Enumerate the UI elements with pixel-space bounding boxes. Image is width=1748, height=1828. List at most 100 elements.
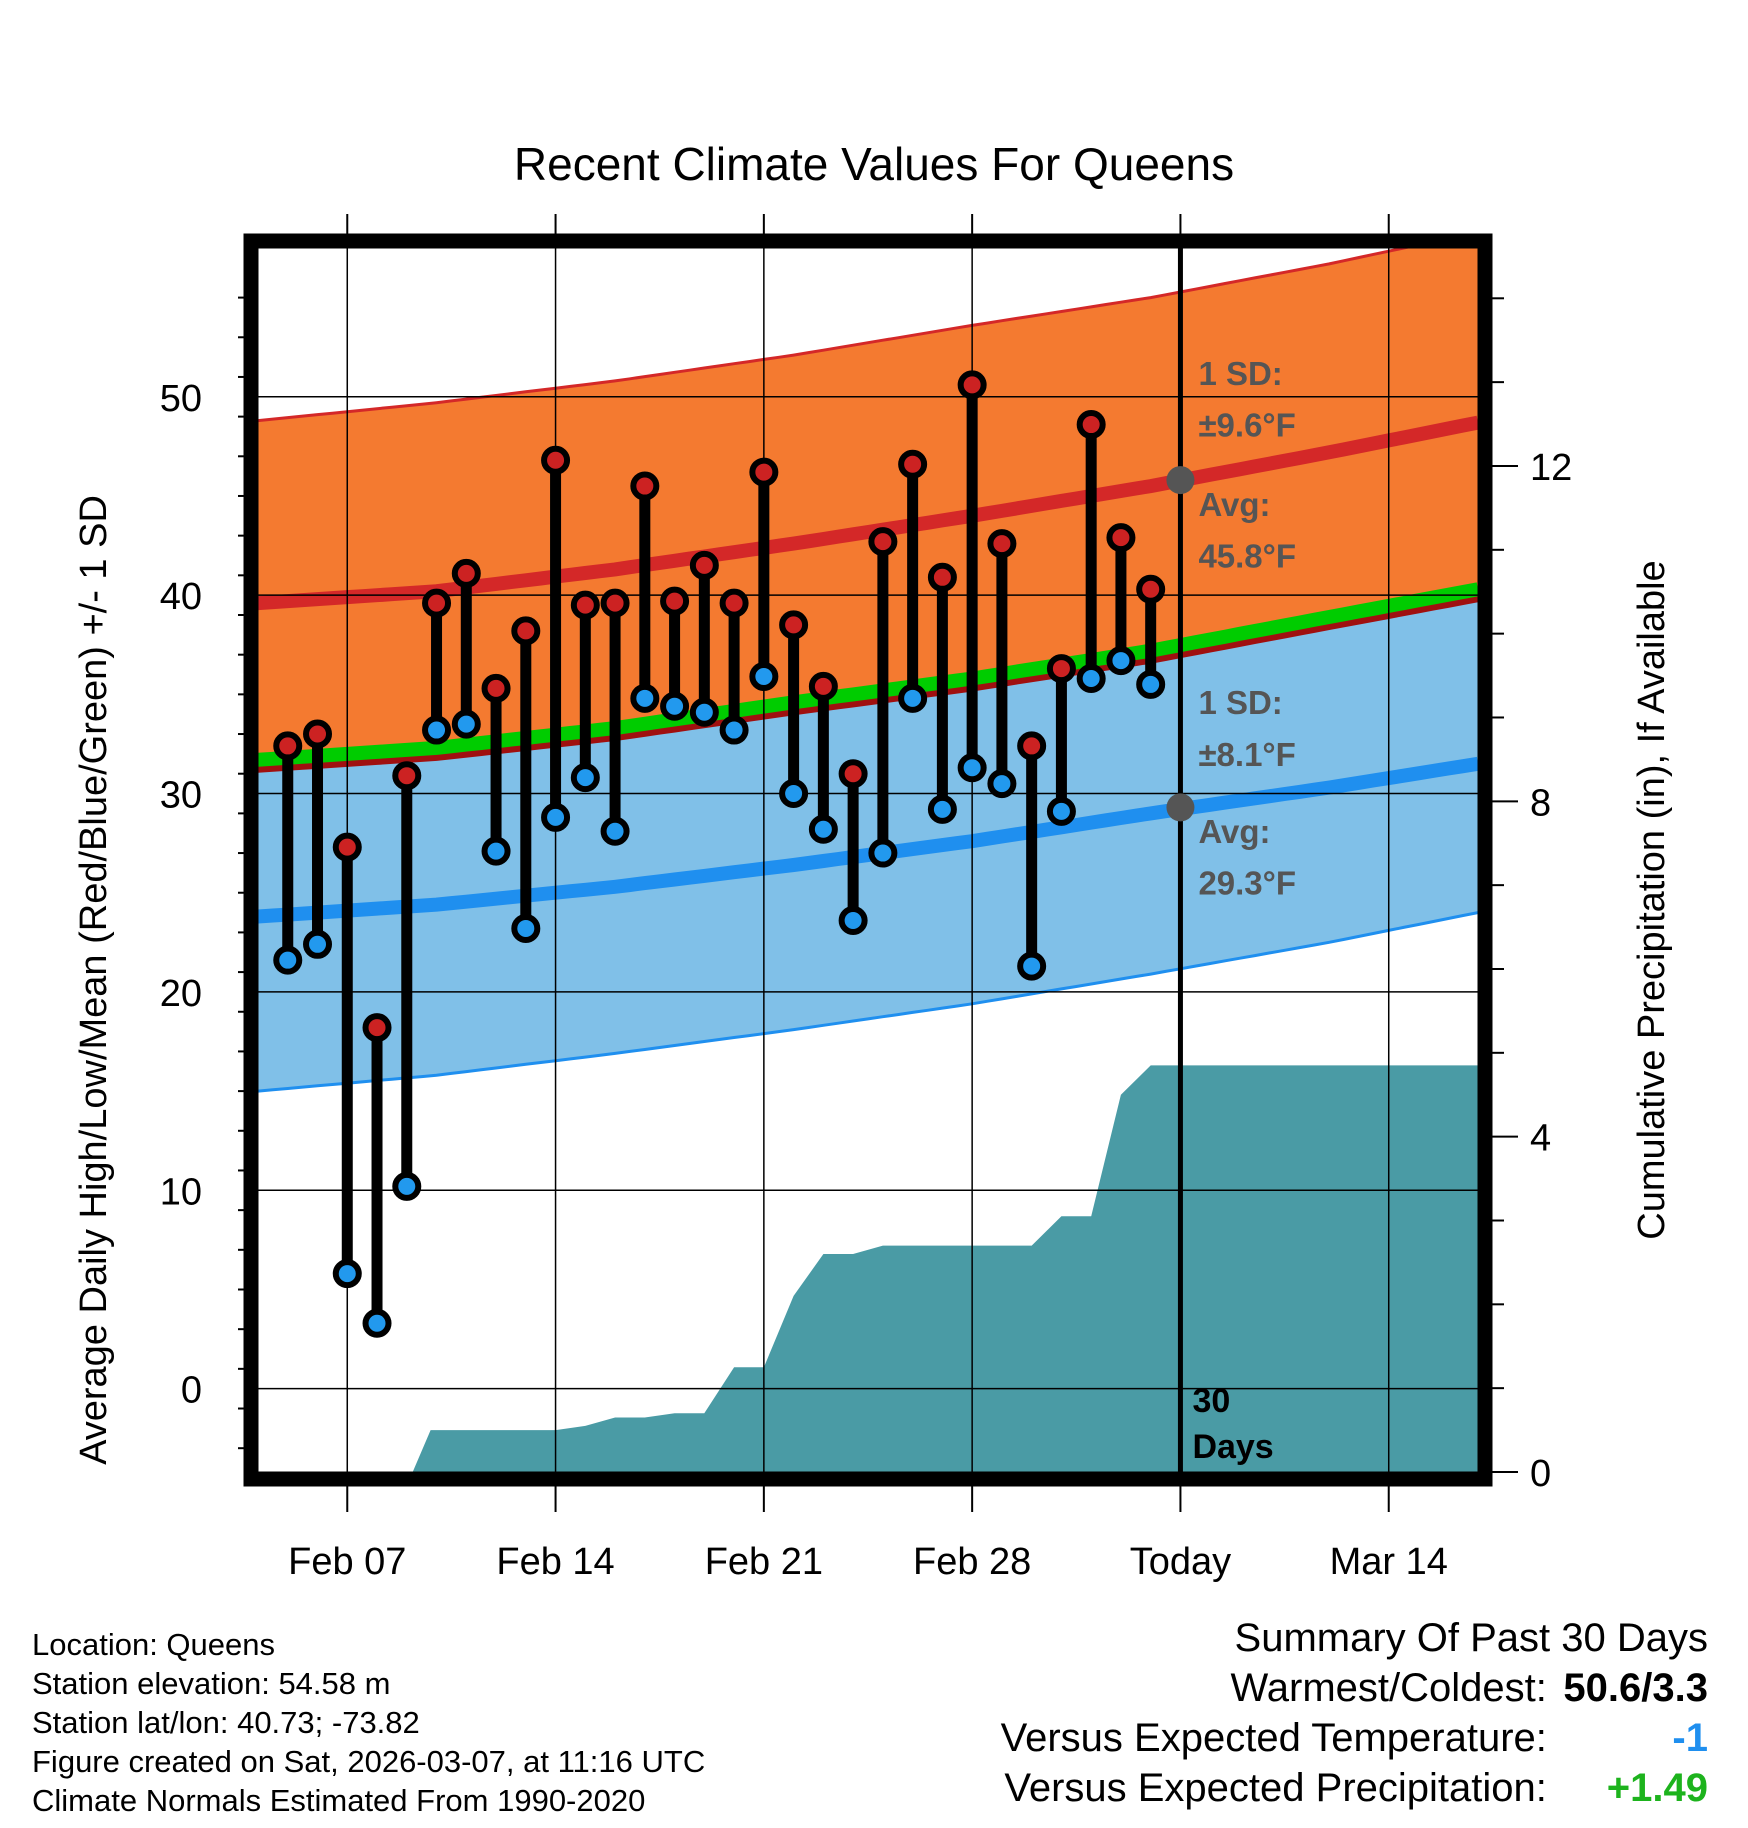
high-dot-27 [1046, 654, 1076, 684]
low-dot-3 [332, 1259, 362, 1289]
plot-frame [243, 233, 1493, 1487]
y-tick-label-0: 0 [181, 1370, 202, 1412]
low-dot-28 [1076, 663, 1106, 693]
high-dot-11 [570, 590, 600, 620]
high-dot-20 [838, 759, 868, 789]
x-tick-label-3: Feb 28 [913, 1541, 1031, 1583]
elevation-text: Station elevation: 54.58 m [32, 1666, 391, 1701]
high-avg-label: Avg: [1198, 486, 1270, 523]
low-dot-20 [838, 906, 868, 936]
summary-precip: Versus Expected Precipitation: +1.49 [1001, 1763, 1708, 1813]
warm-cold-label: Warmest/Coldest: [1230, 1666, 1547, 1710]
low-dot-19 [808, 814, 838, 844]
created-text: Figure created on Sat, 2026-03-07, at 11… [32, 1744, 706, 1779]
temp-value: -1 [1672, 1716, 1708, 1760]
low-dot-26 [1017, 951, 1047, 981]
high-dot-2 [303, 719, 333, 749]
days-label-number: 30 [1192, 1382, 1230, 1420]
low-dot-16 [719, 715, 749, 745]
y2-tick-label-4: 4 [1530, 1118, 1551, 1160]
x-tick-label-0: Feb 07 [288, 1541, 406, 1583]
low-dot-15 [689, 697, 719, 727]
y-tick-label-20: 20 [160, 973, 202, 1015]
today-low-avg-marker [1166, 793, 1195, 822]
high-dot-6 [422, 588, 452, 618]
low-dot-24 [957, 753, 987, 783]
today-high-avg-marker [1166, 466, 1195, 495]
high-dot-18 [779, 610, 809, 640]
low-dot-27 [1046, 796, 1076, 826]
low-dot-12 [600, 816, 630, 846]
high-dot-29 [1106, 523, 1136, 553]
warm-cold-value: 50.6/3.3 [1563, 1666, 1708, 1710]
high-dot-7 [451, 558, 481, 588]
low-dot-25 [987, 769, 1017, 799]
high-dot-25 [987, 529, 1017, 559]
high-sd-band [258, 248, 1478, 760]
high-dot-16 [719, 588, 749, 618]
low-dot-21 [868, 838, 898, 868]
x-tick-label-2: Feb 21 [705, 1541, 823, 1583]
high-dot-9 [511, 616, 541, 646]
low-dot-1 [273, 945, 303, 975]
y2-tick-label-0: 0 [1530, 1453, 1551, 1495]
low-dot-22 [898, 683, 928, 713]
high-dot-28 [1076, 410, 1106, 440]
low-lower-line [258, 911, 1478, 1093]
x-tick-label-1: Feb 14 [496, 1541, 614, 1583]
climate-chart: 1 SD: ±9.6°F Avg: 45.8°F 1 SD: ±8.1°F Avg: 29.3… [73, 138, 1673, 1600]
normal-mean-line [258, 582, 1478, 767]
y2-axis-label: Cumulative Precipitation (in), If Availa… [1631, 560, 1673, 1239]
normal-low-line [258, 756, 1478, 924]
low-dot-10 [541, 802, 571, 832]
high-upper-line [258, 248, 1411, 423]
low-dot-7 [451, 709, 481, 739]
temp-label: Versus Expected Temperature: [1000, 1716, 1547, 1760]
high-dot-13 [630, 471, 660, 501]
y2-tick-label-12: 12 [1530, 447, 1572, 489]
low-dot-8 [481, 836, 511, 866]
high-dot-3 [332, 832, 362, 862]
plot-area: 1 SD: ±9.6°F Avg: 45.8°F 1 SD: ±8.1°F Avg: 29.3… [258, 248, 1478, 1472]
high-dot-23 [927, 562, 957, 592]
high-dot-22 [898, 449, 928, 479]
high-dot-12 [600, 588, 630, 618]
low-sd-label: 1 SD: [1198, 684, 1282, 721]
low-dot-6 [422, 715, 452, 745]
low-dot-13 [630, 683, 660, 713]
low-dot-18 [779, 779, 809, 809]
summary-panel: Summary Of Past 30 Days Warmest/Coldest:… [1001, 1613, 1708, 1813]
summary-title: Summary Of Past 30 Days [1234, 1616, 1708, 1660]
precip-value: +1.49 [1606, 1766, 1708, 1810]
high-sd-label: 1 SD: [1198, 355, 1282, 392]
low-sd-band [258, 589, 1478, 1092]
left-ticks [238, 296, 244, 1450]
high-dot-14 [660, 586, 690, 616]
normal-mean-shadow [258, 592, 1478, 773]
bottom-ticks [346, 1486, 1390, 1512]
low-dot-4 [362, 1308, 392, 1338]
high-dot-8 [481, 673, 511, 703]
high-dot-24 [957, 370, 987, 400]
precip-label: Versus Expected Precipitation: [1004, 1766, 1547, 1810]
high-dot-1 [273, 731, 303, 761]
summary-warm-cold: Warmest/Coldest: 50.6/3.3 [1001, 1663, 1709, 1713]
low-dot-23 [927, 794, 957, 824]
high-dot-10 [541, 445, 571, 475]
latlon-text: Station lat/lon: 40.73; -73.82 [32, 1705, 420, 1740]
station-info: Location: Queens Station elevation: 54.5… [32, 1625, 705, 1820]
y-tick-label-40: 40 [160, 576, 202, 618]
x-axis-label: Day [840, 1595, 908, 1600]
low-dot-2 [303, 929, 333, 959]
high-dot-5 [392, 761, 422, 791]
daily-bars [273, 370, 1166, 1338]
y-tick-label-30: 30 [160, 775, 202, 817]
low-dot-14 [660, 691, 690, 721]
low-dot-30 [1136, 669, 1166, 699]
low-dot-29 [1106, 646, 1136, 676]
summary-temp: Versus Expected Temperature: -1 [1001, 1713, 1708, 1763]
y-axis-label: Average Daily High/Low/Mean (Red/Blue/Gr… [73, 495, 115, 1465]
y-tick-label-50: 50 [160, 378, 202, 420]
high-sd-value: ±9.6°F [1198, 406, 1295, 443]
high-dot-15 [689, 550, 719, 580]
